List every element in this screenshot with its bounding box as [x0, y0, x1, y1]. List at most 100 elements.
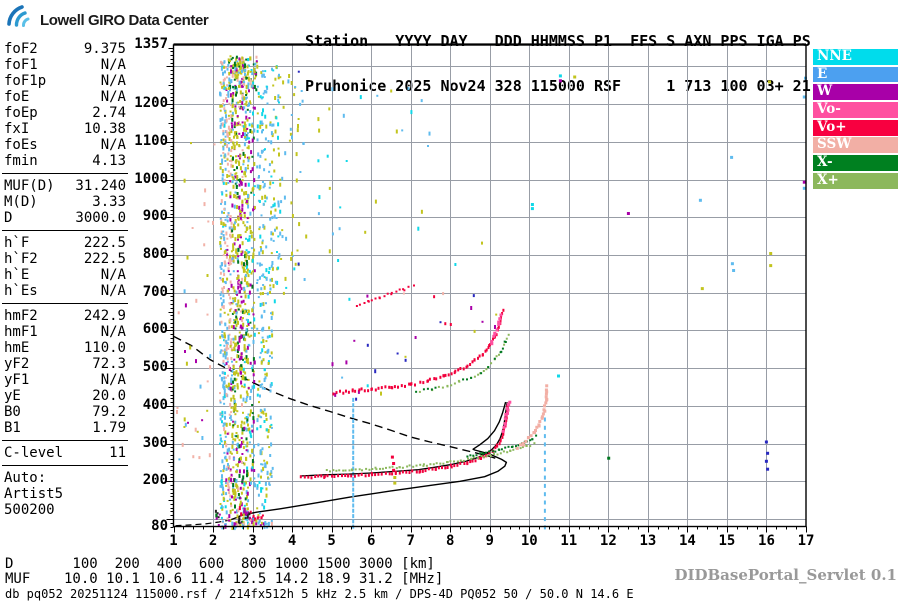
- legend-item-vo-: Vo-: [813, 101, 898, 118]
- param-row: h`F 222.5: [0, 235, 130, 251]
- param-value: 222.5: [83, 235, 126, 251]
- x-axis-label: 5: [327, 533, 336, 549]
- legend-item-ssw: SSW: [813, 137, 898, 154]
- param-label: yF2: [4, 356, 30, 372]
- param-row: fxI 10.38: [0, 121, 130, 137]
- legend-item-nne: NNE: [813, 48, 898, 65]
- legend-item-e: E: [813, 66, 898, 83]
- x-axis-label: 14: [678, 533, 696, 549]
- param-label: yF1: [4, 372, 30, 388]
- x-axis-label: 12: [599, 533, 617, 549]
- servlet-version: DIDBasePortal_Servlet 0.1: [674, 566, 897, 584]
- legend-item-w: W: [813, 84, 898, 101]
- param-label: foF1: [4, 57, 38, 73]
- param-row: hmE 110.0: [0, 340, 130, 356]
- x-axis-label: 7: [406, 533, 415, 549]
- param-label: h`F: [4, 235, 30, 251]
- x-axis-label: 13: [639, 533, 657, 549]
- param-value: 10.38: [83, 121, 126, 137]
- param-value: N/A: [100, 73, 126, 89]
- x-axis-label: 8: [446, 533, 455, 549]
- y-axis-label: 600: [142, 321, 168, 338]
- logo-text: Lowell GIRO Data Center: [40, 12, 209, 29]
- param-label: C-level: [4, 445, 64, 461]
- param-row: h`E N/A: [0, 267, 130, 283]
- x-axis-label: 3: [248, 533, 257, 549]
- param-row: foF1 N/A: [0, 57, 130, 73]
- param-separator: [2, 303, 128, 304]
- param-label: D: [4, 210, 13, 226]
- param-label: yE: [4, 388, 21, 404]
- y-axis-label: 500: [142, 359, 168, 376]
- y-axis-label: 900: [142, 208, 168, 225]
- y-axis-label: 1000: [134, 170, 168, 187]
- legend-item-x+: X+: [813, 172, 898, 189]
- param-label: foE: [4, 89, 30, 105]
- legend-item-vo+: Vo+: [813, 119, 898, 136]
- param-row: D 3000.0: [0, 210, 130, 226]
- footer-d-row: D 100 200 400 600 800 1000 1500 3000 [km…: [5, 556, 435, 572]
- param-row: foEs N/A: [0, 137, 130, 153]
- param-label: hmF2: [4, 308, 38, 324]
- param-row: hmF2 242.9: [0, 308, 130, 324]
- param-row: foEp 2.74: [0, 105, 130, 121]
- param-row: Auto:: [0, 470, 130, 486]
- param-value: 242.9: [83, 308, 126, 324]
- giro-logo: Lowell GIRO Data Center: [6, 4, 209, 34]
- param-value: N/A: [100, 267, 126, 283]
- param-label: h`F2: [4, 251, 38, 267]
- param-label: B0: [4, 404, 21, 420]
- x-axis-label: 15: [718, 533, 736, 549]
- param-row: C-level 11: [0, 445, 130, 461]
- param-row: h`F2 222.5: [0, 251, 130, 267]
- param-value: 9.375: [83, 41, 126, 57]
- x-axis-label: 4: [287, 533, 297, 549]
- y-axis-label: 1100: [134, 132, 168, 149]
- param-label: Artist5: [4, 486, 64, 502]
- param-row: B1 1.79: [0, 420, 130, 436]
- param-value: 4.13: [92, 153, 126, 169]
- footer-muf-row: MUF 10.0 10.1 10.6 11.4 12.5 14.2 18.9 3…: [5, 571, 444, 587]
- param-value: 2.74: [92, 105, 126, 121]
- param-panel: foF2 9.375 foF1 N/A foF1p N/A foE N/A foEp 2.74 fx…: [0, 41, 130, 518]
- param-value: 3.33: [92, 194, 126, 210]
- param-label: fxI: [4, 121, 30, 137]
- param-value: 31.240: [75, 178, 126, 194]
- param-row: foF1p N/A: [0, 73, 130, 89]
- param-row: foF2 9.375: [0, 41, 130, 57]
- param-label: M(D): [4, 194, 38, 210]
- param-separator: [2, 173, 128, 174]
- y-axis-label: 1357: [134, 36, 168, 52]
- y-axis-label: 300: [142, 434, 168, 451]
- param-row: h`Es N/A: [0, 283, 130, 299]
- param-label: fmin: [4, 153, 38, 169]
- y-axis-label: 1200: [134, 95, 168, 112]
- param-row: yF2 72.3: [0, 356, 130, 372]
- legend: NNE E W Vo- Vo+ SSW X- X+: [813, 48, 898, 191]
- x-axis-label: 11: [560, 533, 578, 549]
- param-label: hmF1: [4, 324, 38, 340]
- x-axis-label: 9: [485, 533, 494, 549]
- param-label: foEs: [4, 137, 38, 153]
- param-value: 72.3: [92, 356, 126, 372]
- x-axis-label: 6: [366, 533, 376, 549]
- param-value: N/A: [100, 137, 126, 153]
- param-label: h`Es: [4, 283, 38, 299]
- param-value: N/A: [100, 57, 126, 73]
- param-value: 1.79: [92, 420, 126, 436]
- x-axis-label: 2: [208, 533, 218, 549]
- param-value: 11: [109, 445, 126, 461]
- param-label: 500200: [4, 502, 55, 518]
- param-row: foE N/A: [0, 89, 130, 105]
- param-row: B0 79.2: [0, 404, 130, 420]
- param-label: foF1p: [4, 73, 47, 89]
- param-value: N/A: [100, 372, 126, 388]
- x-axis-label: 17: [797, 533, 815, 549]
- param-row: MUF(D) 31.240: [0, 178, 130, 194]
- param-row: 500200: [0, 502, 130, 518]
- legend-item-x-: X-: [813, 154, 898, 171]
- param-row: yE 20.0: [0, 388, 130, 404]
- param-value: 110.0: [83, 340, 126, 356]
- param-value: 3000.0: [75, 210, 126, 226]
